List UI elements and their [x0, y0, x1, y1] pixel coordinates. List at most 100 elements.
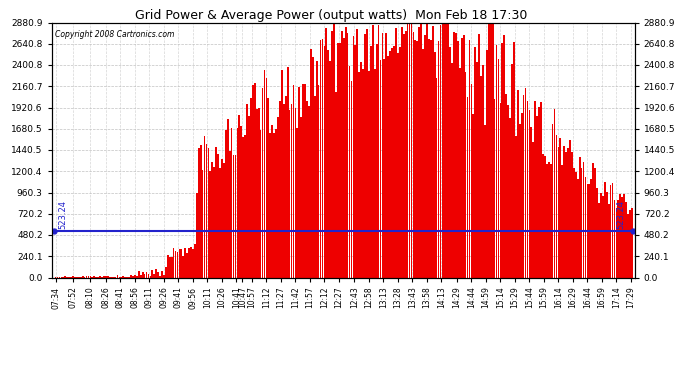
- Bar: [449, 47, 451, 278]
- Bar: [434, 52, 435, 278]
- Bar: [505, 94, 507, 278]
- Bar: [495, 45, 497, 278]
- Bar: [504, 34, 505, 278]
- Bar: [586, 184, 589, 278]
- Bar: [206, 144, 207, 278]
- Bar: [594, 168, 596, 278]
- Bar: [492, 22, 493, 278]
- Bar: [511, 64, 513, 278]
- Bar: [319, 40, 322, 278]
- Bar: [627, 214, 629, 278]
- Bar: [426, 24, 428, 278]
- Bar: [298, 87, 300, 278]
- Bar: [273, 133, 275, 278]
- Bar: [478, 34, 480, 278]
- Bar: [151, 270, 153, 278]
- Bar: [227, 119, 228, 278]
- Bar: [61, 276, 62, 278]
- Bar: [577, 179, 579, 278]
- Bar: [613, 200, 615, 278]
- Bar: [254, 83, 256, 278]
- Text: Grid Power & Average Power (output watts)  Mon Feb 18 17:30: Grid Power & Average Power (output watts…: [135, 9, 527, 22]
- Bar: [157, 273, 159, 278]
- Bar: [259, 130, 262, 278]
- Bar: [244, 135, 246, 278]
- Bar: [196, 193, 197, 278]
- Bar: [179, 249, 180, 278]
- Bar: [339, 43, 341, 278]
- Bar: [413, 33, 414, 278]
- Bar: [515, 136, 517, 278]
- Bar: [629, 210, 631, 278]
- Bar: [175, 252, 177, 278]
- Bar: [316, 61, 317, 278]
- Bar: [150, 276, 151, 278]
- Bar: [90, 276, 91, 278]
- Bar: [384, 59, 385, 278]
- Bar: [534, 102, 536, 278]
- Bar: [300, 117, 302, 278]
- Bar: [293, 85, 295, 278]
- Bar: [223, 163, 225, 278]
- Bar: [560, 138, 561, 278]
- Bar: [271, 124, 273, 278]
- Bar: [211, 162, 213, 278]
- Bar: [283, 104, 285, 278]
- Bar: [326, 28, 327, 278]
- Bar: [377, 25, 380, 278]
- Bar: [357, 29, 358, 278]
- Bar: [99, 276, 101, 278]
- Bar: [72, 276, 74, 278]
- Bar: [159, 276, 161, 278]
- Bar: [204, 136, 206, 278]
- Bar: [322, 39, 324, 278]
- Bar: [395, 28, 397, 278]
- Bar: [302, 84, 304, 278]
- Bar: [610, 185, 611, 278]
- Bar: [550, 164, 551, 278]
- Bar: [295, 108, 296, 278]
- Bar: [230, 128, 233, 278]
- Bar: [591, 178, 592, 278]
- Bar: [391, 48, 393, 278]
- Bar: [584, 177, 586, 278]
- Bar: [136, 276, 138, 278]
- Bar: [387, 56, 389, 278]
- Bar: [66, 277, 68, 278]
- Bar: [615, 207, 618, 278]
- Bar: [208, 148, 209, 278]
- Bar: [565, 153, 567, 278]
- Bar: [121, 277, 122, 278]
- Bar: [290, 104, 293, 278]
- Bar: [416, 41, 418, 278]
- Bar: [217, 154, 219, 278]
- Bar: [524, 88, 526, 278]
- Bar: [148, 274, 149, 278]
- Text: 523.24: 523.24: [617, 200, 626, 230]
- Bar: [461, 39, 462, 278]
- Bar: [92, 277, 93, 278]
- Text: Copyright 2008 Cartronics.com: Copyright 2008 Cartronics.com: [55, 30, 174, 39]
- Bar: [353, 36, 354, 278]
- Bar: [558, 147, 560, 278]
- Bar: [186, 253, 188, 278]
- Bar: [469, 40, 471, 278]
- Bar: [490, 22, 491, 278]
- Bar: [435, 78, 437, 278]
- Bar: [406, 24, 408, 278]
- Bar: [465, 72, 466, 278]
- Bar: [169, 257, 170, 278]
- Bar: [544, 156, 546, 278]
- Bar: [128, 277, 130, 278]
- Bar: [105, 276, 107, 278]
- Bar: [134, 275, 136, 278]
- Bar: [275, 129, 277, 278]
- Bar: [424, 34, 426, 278]
- Bar: [242, 137, 244, 278]
- Bar: [256, 109, 257, 278]
- Bar: [86, 276, 88, 278]
- Bar: [239, 115, 240, 278]
- Bar: [374, 69, 375, 278]
- Bar: [188, 248, 190, 278]
- Bar: [562, 165, 563, 278]
